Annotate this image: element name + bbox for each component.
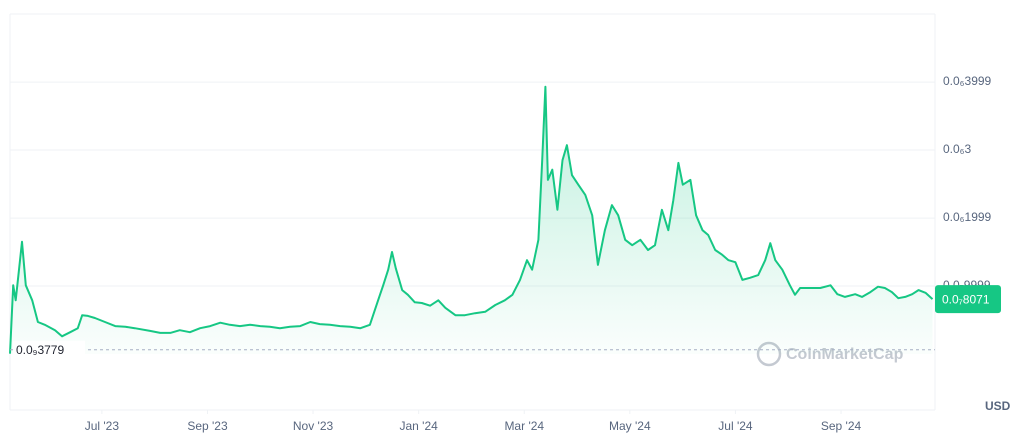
x-tick-label: Sep '24 [821, 419, 862, 433]
y-tick-label: 0.0₆1999 [943, 210, 992, 224]
min-label-bg [13, 340, 85, 359]
x-tick-label: Nov '23 [293, 419, 334, 433]
x-tick-label: Mar '24 [504, 419, 544, 433]
min-label: 0.0₉3779 [16, 343, 64, 357]
x-tick-label: Jul '24 [718, 419, 753, 433]
x-tick-label: Sep '23 [187, 419, 228, 433]
current-price-tag [935, 285, 1001, 314]
x-tick-label: May '24 [609, 419, 651, 433]
price-line [9, 85, 934, 354]
x-tick-label: Jul '23 [85, 419, 120, 433]
x-tick-label: Jan '24 [399, 419, 438, 433]
currency-label: USD [985, 399, 1011, 413]
y-tick-label: 0.0₆3999 [943, 74, 992, 88]
y-tick-label: 0.0₆3 [943, 142, 972, 156]
price-area [10, 86, 933, 355]
current-price-label: 0.0₇8071 [942, 292, 990, 306]
